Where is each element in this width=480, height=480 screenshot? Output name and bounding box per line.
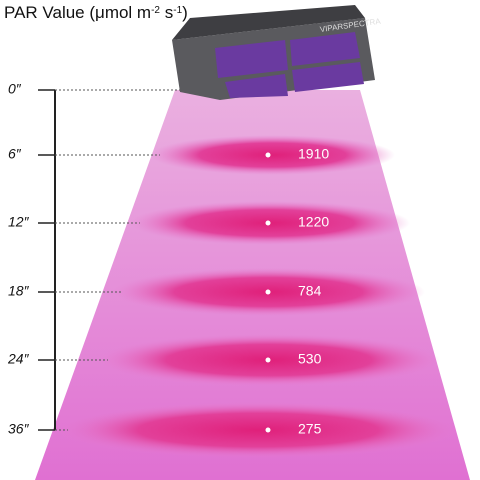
par-value: 530: [298, 351, 322, 367]
title-sup: -2: [151, 5, 160, 16]
distance-label: 36″: [8, 421, 30, 437]
light-spot: [58, 402, 458, 458]
par-value: 784: [298, 283, 322, 299]
distance-label: 0″: [8, 81, 22, 97]
measure-dot: [265, 152, 271, 158]
measure-dot: [265, 427, 271, 433]
grow-light: VIPARSPECTRA: [172, 5, 382, 100]
title-mid: s: [160, 3, 173, 22]
measure-dot: [265, 289, 271, 295]
light-spot: [150, 135, 395, 175]
distance-label: 12″: [8, 214, 30, 230]
distance-label: 24″: [7, 351, 30, 367]
distance-label: 18″: [8, 283, 30, 299]
title: PAR Value (μmol m-2 s-1): [4, 3, 188, 22]
distance-label: 6″: [8, 146, 22, 162]
par-value: 1220: [298, 214, 329, 230]
par-value: 1910: [298, 146, 329, 162]
measure-dot: [265, 220, 271, 226]
title-end: ): [182, 3, 188, 22]
measure-dot: [265, 357, 271, 363]
title-main: PAR Value (μmol m: [4, 3, 151, 22]
par-value: 275: [298, 421, 322, 437]
title-sup: -1: [173, 5, 182, 16]
